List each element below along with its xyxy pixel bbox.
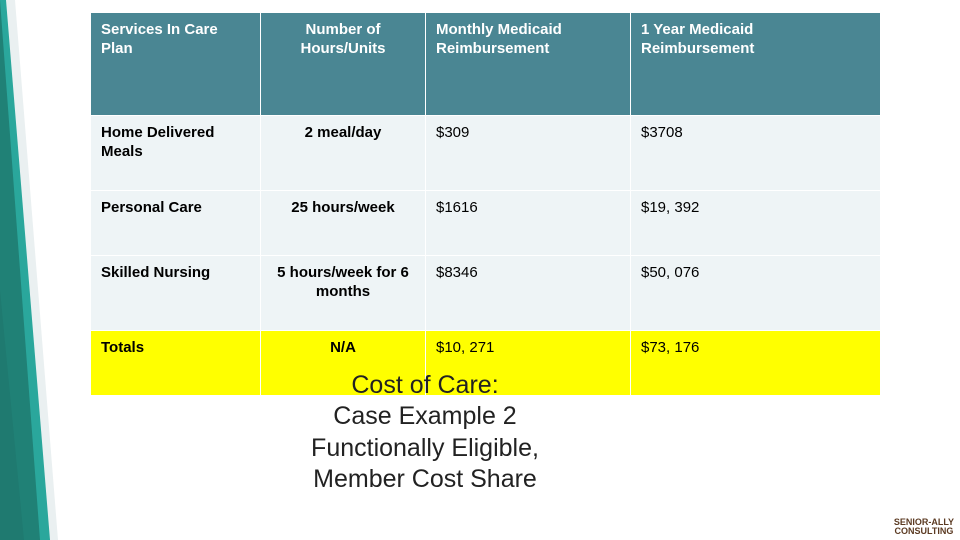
slide-title: Cost of Care:Case Example 2Functionally … (260, 370, 590, 495)
table-header-row: Services In Care PlanNumber of Hours/Uni… (91, 13, 881, 116)
slide: Services In Care PlanNumber of Hours/Uni… (0, 0, 960, 540)
cell-r0-c3: $3708 (631, 116, 881, 191)
cell-r1-c3: $19, 392 (631, 191, 881, 256)
cost-table: Services In Care PlanNumber of Hours/Uni… (90, 12, 881, 396)
cell-r1-c1: 25 hours/week (261, 191, 426, 256)
cell-r3-c0: Totals (91, 331, 261, 396)
col-header-0: Services In Care Plan (91, 13, 261, 116)
table-row: Personal Care25 hours/week$1616$19, 392 (91, 191, 881, 256)
cell-r2-c3: $50, 076 (631, 256, 881, 331)
logo-line-2: CONSULTING (894, 526, 953, 536)
cell-r1-c0: Personal Care (91, 191, 261, 256)
cell-r2-c1: 5 hours/week for 6 months (261, 256, 426, 331)
col-header-1: Number of Hours/Units (261, 13, 426, 116)
col-header-2: Monthly Medicaid Reimbursement (426, 13, 631, 116)
cell-r3-c3: $73, 176 (631, 331, 881, 396)
corner-logo: SENIOR-ALLY CONSULTING (894, 518, 954, 536)
title-line-2: Functionally Eligible, (260, 433, 590, 464)
title-line-0: Cost of Care: (260, 370, 590, 401)
cell-r2-c2: $8346 (426, 256, 631, 331)
cell-r0-c1: 2 meal/day (261, 116, 426, 191)
table-row: Home Delivered Meals2 meal/day$309$3708 (91, 116, 881, 191)
cell-r1-c2: $1616 (426, 191, 631, 256)
accent-shape (0, 0, 70, 540)
table-body: Home Delivered Meals2 meal/day$309$3708P… (91, 116, 881, 396)
title-line-3: Member Cost Share (260, 464, 590, 495)
table-row: Skilled Nursing5 hours/week for 6 months… (91, 256, 881, 331)
cell-r0-c0: Home Delivered Meals (91, 116, 261, 191)
cell-r2-c0: Skilled Nursing (91, 256, 261, 331)
title-line-1: Case Example 2 (260, 401, 590, 432)
cell-r0-c2: $309 (426, 116, 631, 191)
col-header-3: 1 Year Medicaid Reimbursement (631, 13, 881, 116)
